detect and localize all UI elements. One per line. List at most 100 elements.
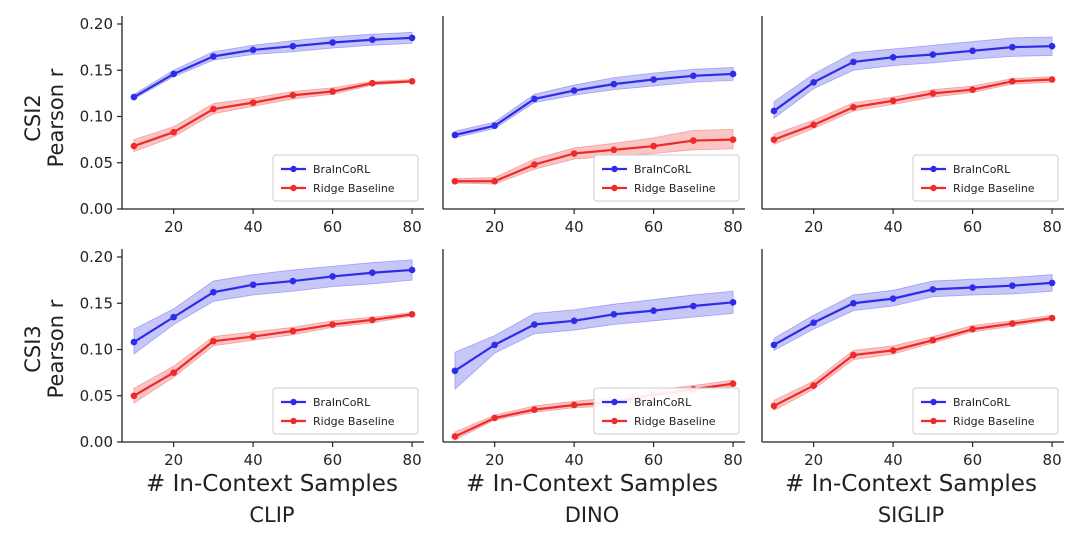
data-point-ridge-baseline (329, 88, 336, 95)
legend-box (593, 154, 740, 202)
x-tick-label: 60 (963, 451, 982, 469)
data-point-braincorl (249, 46, 257, 54)
data-point-ridge-baseline (329, 321, 336, 328)
legend-box (272, 154, 419, 202)
data-point-braincorl (1009, 282, 1016, 289)
legend-marker-ridge-baseline (611, 417, 618, 425)
data-point-ridge-baseline (408, 311, 416, 318)
data-point-braincorl (690, 302, 697, 310)
x-tick-label: 40 (244, 218, 263, 236)
row-label-csi2: CSI2 (21, 94, 45, 142)
series-line-ridge-baseline (773, 316, 1053, 407)
series-line-ridge-baseline (773, 78, 1053, 141)
data-point-ridge-baseline (810, 121, 817, 129)
panel-csi3-dino: 20 40 60 80 BraInCoRL Ridge Baseline (442, 249, 745, 469)
series-ridge-baseline (130, 78, 416, 153)
data-point-ridge-baseline (130, 392, 138, 400)
legend-label-ridge-baseline: Ridge Baseline (953, 182, 1035, 195)
data-point-ridge-baseline (850, 103, 857, 111)
y-axis-label-top: Pearson r (44, 68, 68, 167)
data-point-ridge-baseline (130, 142, 138, 150)
data-point-braincorl (969, 47, 976, 55)
data-point-braincorl (1048, 42, 1056, 50)
data-point-ridge-baseline (170, 369, 177, 376)
x-tick-label: 60 (644, 218, 663, 236)
data-point-ridge-baseline (929, 336, 937, 344)
data-point-ridge-baseline (1048, 314, 1056, 322)
y-tick-label: 0.15 (80, 61, 113, 79)
confidence-band-braincorl (454, 67, 734, 139)
legend-label-braincorl: BraInCoRL (634, 396, 692, 409)
y-tick-label: 0.15 (80, 294, 113, 312)
x-tick-label: 20 (485, 218, 504, 236)
panel-csi2-dino: 20 40 60 80 BraInCoRL Ridge Baseline (442, 16, 745, 236)
series-braincorl (130, 259, 416, 355)
legend-marker-ridge-baseline (290, 417, 297, 425)
y-tick-label: 0.10 (80, 108, 113, 126)
series-line-braincorl (773, 45, 1053, 112)
x-axis-label-clip: # In-Context Samples (146, 471, 398, 497)
legend-marker-braincorl (611, 165, 618, 173)
row-labels: CSI2 Pearson r CSI3 Pearson r (21, 68, 68, 398)
data-point-ridge-baseline (210, 105, 217, 113)
data-point-braincorl (369, 269, 376, 277)
y-tick-label: 0.20 (80, 15, 113, 33)
x-tick-label: 60 (323, 451, 342, 469)
data-point-braincorl (210, 53, 217, 60)
x-axis-label-siglip: # In-Context Samples (785, 471, 1037, 497)
x-tick-label: 60 (963, 218, 982, 236)
data-point-ridge-baseline (408, 78, 416, 85)
x-tick-label: 40 (565, 451, 584, 469)
legend-label-ridge-baseline: Ridge Baseline (313, 415, 395, 428)
x-tick-label: 80 (724, 218, 743, 236)
data-point-braincorl (130, 93, 138, 101)
legend-label-braincorl: BraInCoRL (953, 163, 1011, 176)
data-point-ridge-baseline (1048, 76, 1056, 83)
data-point-braincorl (451, 367, 459, 375)
data-point-braincorl (1009, 43, 1016, 51)
x-tick-label: 20 (485, 451, 504, 469)
x-tick-label: 20 (164, 218, 183, 236)
data-point-ridge-baseline (1009, 320, 1016, 327)
data-point-ridge-baseline (729, 136, 737, 143)
series-line-braincorl (454, 72, 734, 137)
data-point-braincorl (729, 70, 737, 78)
data-point-braincorl (210, 288, 217, 296)
data-point-ridge-baseline (770, 136, 778, 143)
data-point-ridge-baseline (451, 433, 459, 440)
legend: BraInCoRL Ridge Baseline (272, 387, 419, 435)
legend-label-braincorl: BraInCoRL (634, 163, 692, 176)
data-point-braincorl (650, 307, 657, 314)
legend-box (593, 387, 740, 435)
data-point-ridge-baseline (570, 401, 578, 409)
x-tick-label: 80 (724, 451, 743, 469)
series-braincorl (130, 31, 416, 101)
panels: 20 40 60 80 0.00 0.05 0.10 0.15 0.20 BraInCoRL Rid… (80, 15, 1064, 469)
data-point-ridge-baseline (770, 402, 778, 410)
x-tick-label: 80 (1043, 451, 1062, 469)
legend-label-ridge-baseline: Ridge Baseline (634, 182, 716, 195)
y-tick-label: 0.05 (80, 154, 113, 172)
data-point-ridge-baseline (369, 316, 376, 324)
data-point-braincorl (610, 80, 618, 88)
series-line-braincorl (133, 268, 413, 344)
series-line-braincorl (133, 36, 413, 99)
data-point-ridge-baseline (969, 325, 976, 333)
data-point-braincorl (329, 273, 336, 280)
data-point-braincorl (491, 122, 498, 130)
data-point-braincorl (531, 95, 538, 103)
data-point-ridge-baseline (570, 150, 578, 157)
x-tick-label: 40 (565, 218, 584, 236)
legend-label-ridge-baseline: Ridge Baseline (634, 415, 716, 428)
legend-box (272, 387, 419, 435)
x-tick-label: 20 (164, 451, 183, 469)
data-point-ridge-baseline (889, 97, 897, 105)
data-point-braincorl (610, 311, 618, 318)
data-point-ridge-baseline (610, 146, 618, 154)
data-point-ridge-baseline (369, 79, 376, 87)
data-point-ridge-baseline (491, 414, 498, 422)
column-title-siglip: SIGLIP (878, 503, 944, 527)
y-tick-label: 0.00 (80, 433, 113, 451)
row-label-csi3: CSI3 (21, 325, 45, 373)
x-axis-labels: # In-Context Samples # In-Context Sample… (146, 471, 1037, 497)
